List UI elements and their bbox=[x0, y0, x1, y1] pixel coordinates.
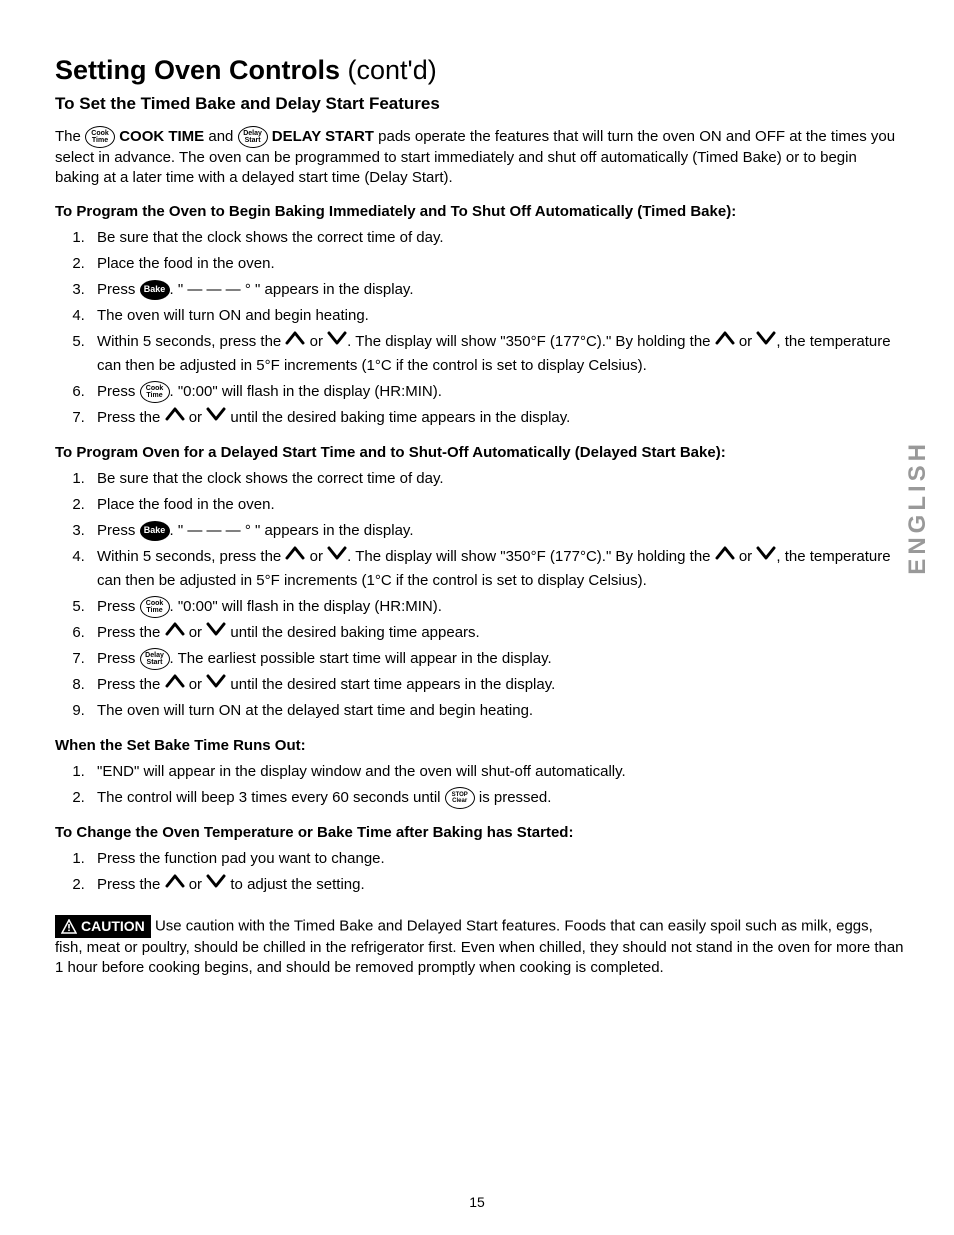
list-item: Press the or until the desired start tim… bbox=[89, 673, 904, 697]
list-item: Be sure that the clock shows the correct… bbox=[89, 467, 904, 491]
list-item: Be sure that the clock shows the correct… bbox=[89, 226, 904, 250]
down-arrow-icon bbox=[756, 545, 776, 569]
list-item: Press the or to adjust the setting. bbox=[89, 873, 904, 897]
cook-time-pad-icon: CookTime bbox=[140, 381, 170, 403]
list-item: Within 5 seconds, press the or . The dis… bbox=[89, 545, 904, 593]
list-item: Within 5 seconds, press the or . The dis… bbox=[89, 330, 904, 378]
list-item: Press the or until the desired baking ti… bbox=[89, 621, 904, 645]
list-item: The control will beep 3 times every 60 s… bbox=[89, 786, 904, 810]
caution-label: CAUTION bbox=[81, 917, 145, 936]
delay-start-pad-icon: DelayStart bbox=[238, 126, 268, 148]
section1-heading: To Program the Oven to Begin Baking Imme… bbox=[55, 203, 904, 220]
up-arrow-icon bbox=[165, 873, 185, 897]
subtitle: To Set the Timed Bake and Delay Start Fe… bbox=[55, 94, 904, 114]
up-arrow-icon bbox=[285, 330, 305, 354]
up-arrow-icon bbox=[715, 545, 735, 569]
list-item: Place the food in the oven. bbox=[89, 493, 904, 517]
list-item: The oven will turn ON at the delayed sta… bbox=[89, 699, 904, 723]
caution-text: Use caution with the Timed Bake and Dela… bbox=[55, 917, 904, 976]
caution-badge: CAUTION bbox=[55, 915, 151, 938]
section2-list: Be sure that the clock shows the correct… bbox=[55, 467, 904, 723]
bake-pad-icon: Bake bbox=[140, 521, 170, 541]
language-tab: ENGLISH bbox=[904, 440, 932, 575]
delay-start-pad-icon: DelayStart bbox=[140, 648, 170, 670]
list-item: Press the function pad you want to chang… bbox=[89, 847, 904, 871]
down-arrow-icon bbox=[327, 330, 347, 354]
list-item: Press CookTime. "0:00" will flash in the… bbox=[89, 595, 904, 619]
up-arrow-icon bbox=[165, 406, 185, 430]
title-suffix: (cont'd) bbox=[340, 55, 437, 85]
list-item: The oven will turn ON and begin heating. bbox=[89, 304, 904, 328]
up-arrow-icon bbox=[285, 545, 305, 569]
section3-list: "END" will appear in the display window … bbox=[55, 760, 904, 810]
section3-heading: When the Set Bake Time Runs Out: bbox=[55, 737, 904, 754]
up-arrow-icon bbox=[165, 621, 185, 645]
section2-heading: To Program Oven for a Delayed Start Time… bbox=[55, 444, 904, 461]
down-arrow-icon bbox=[206, 673, 226, 697]
caution-paragraph: CAUTION Use caution with the Timed Bake … bbox=[55, 915, 904, 978]
list-item: Press Bake. " — — — ° " appears in the d… bbox=[89, 519, 904, 543]
list-item: Press Bake. " — — — ° " appears in the d… bbox=[89, 278, 904, 302]
warning-icon bbox=[61, 919, 77, 934]
up-arrow-icon bbox=[715, 330, 735, 354]
up-arrow-icon bbox=[165, 673, 185, 697]
down-arrow-icon bbox=[206, 621, 226, 645]
list-item: Place the food in the oven. bbox=[89, 252, 904, 276]
down-arrow-icon bbox=[756, 330, 776, 354]
cook-time-pad-icon: CookTime bbox=[85, 126, 115, 148]
page-title: Setting Oven Controls (cont'd) bbox=[55, 55, 904, 86]
list-item: Press CookTime. "0:00" will flash in the… bbox=[89, 380, 904, 404]
bake-pad-icon: Bake bbox=[140, 280, 170, 300]
cook-time-pad-icon: CookTime bbox=[140, 596, 170, 618]
down-arrow-icon bbox=[206, 406, 226, 430]
list-item: Press DelayStart. The earliest possible … bbox=[89, 647, 904, 671]
intro-paragraph: The CookTime COOK TIME and DelayStart DE… bbox=[55, 126, 904, 189]
list-item: Press the or until the desired baking ti… bbox=[89, 406, 904, 430]
stop-clear-pad-icon: STOPClear bbox=[445, 787, 475, 809]
section1-list: Be sure that the clock shows the correct… bbox=[55, 226, 904, 430]
down-arrow-icon bbox=[206, 873, 226, 897]
section4-list: Press the function pad you want to chang… bbox=[55, 847, 904, 897]
list-item: "END" will appear in the display window … bbox=[89, 760, 904, 784]
page-number: 15 bbox=[0, 1194, 954, 1210]
title-main: Setting Oven Controls bbox=[55, 55, 340, 85]
section4-heading: To Change the Oven Temperature or Bake T… bbox=[55, 824, 904, 841]
down-arrow-icon bbox=[327, 545, 347, 569]
